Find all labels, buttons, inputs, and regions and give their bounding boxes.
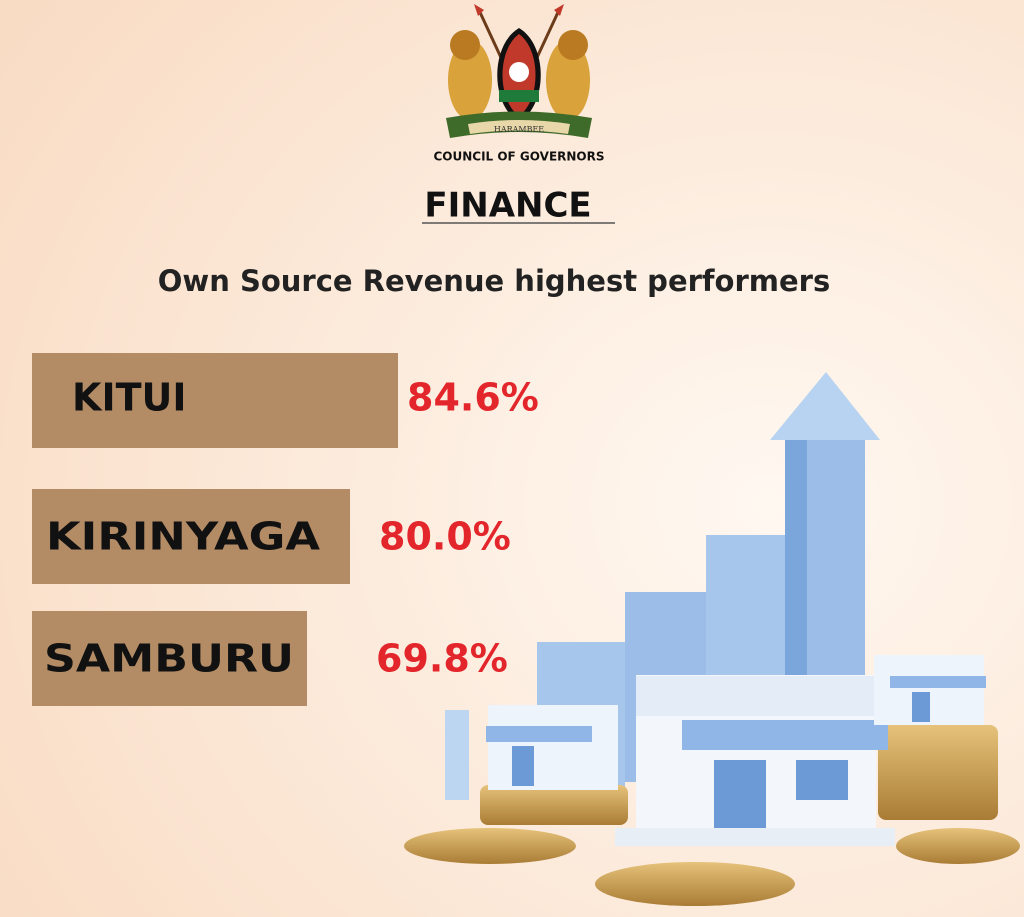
organization: COUNCIL OF GOVERNORS [433,150,604,164]
county-name: KITUI [72,376,187,420]
ranking-row: KIRINYAGA 80.0% [32,489,511,584]
coat-of-arms: HARAMBEE [446,4,592,138]
name-box [32,611,307,706]
name-box [32,353,398,448]
illustration [404,372,1020,906]
county-value: 84.6% [407,376,539,420]
name-box [32,489,350,584]
ranking-row: SAMBURU 69.8% [32,611,508,706]
county-value: 80.0% [379,515,511,559]
ranking-row: KITUI 84.6% [32,353,539,448]
motto: HARAMBEE [494,125,544,134]
section-title: FINANCE [424,186,591,226]
county-name: KIRINYAGA [46,515,321,559]
county-value: 69.8% [376,637,508,681]
county-name: SAMBURU [44,637,294,681]
subtitle: Own Source Revenue highest performers [158,264,830,298]
